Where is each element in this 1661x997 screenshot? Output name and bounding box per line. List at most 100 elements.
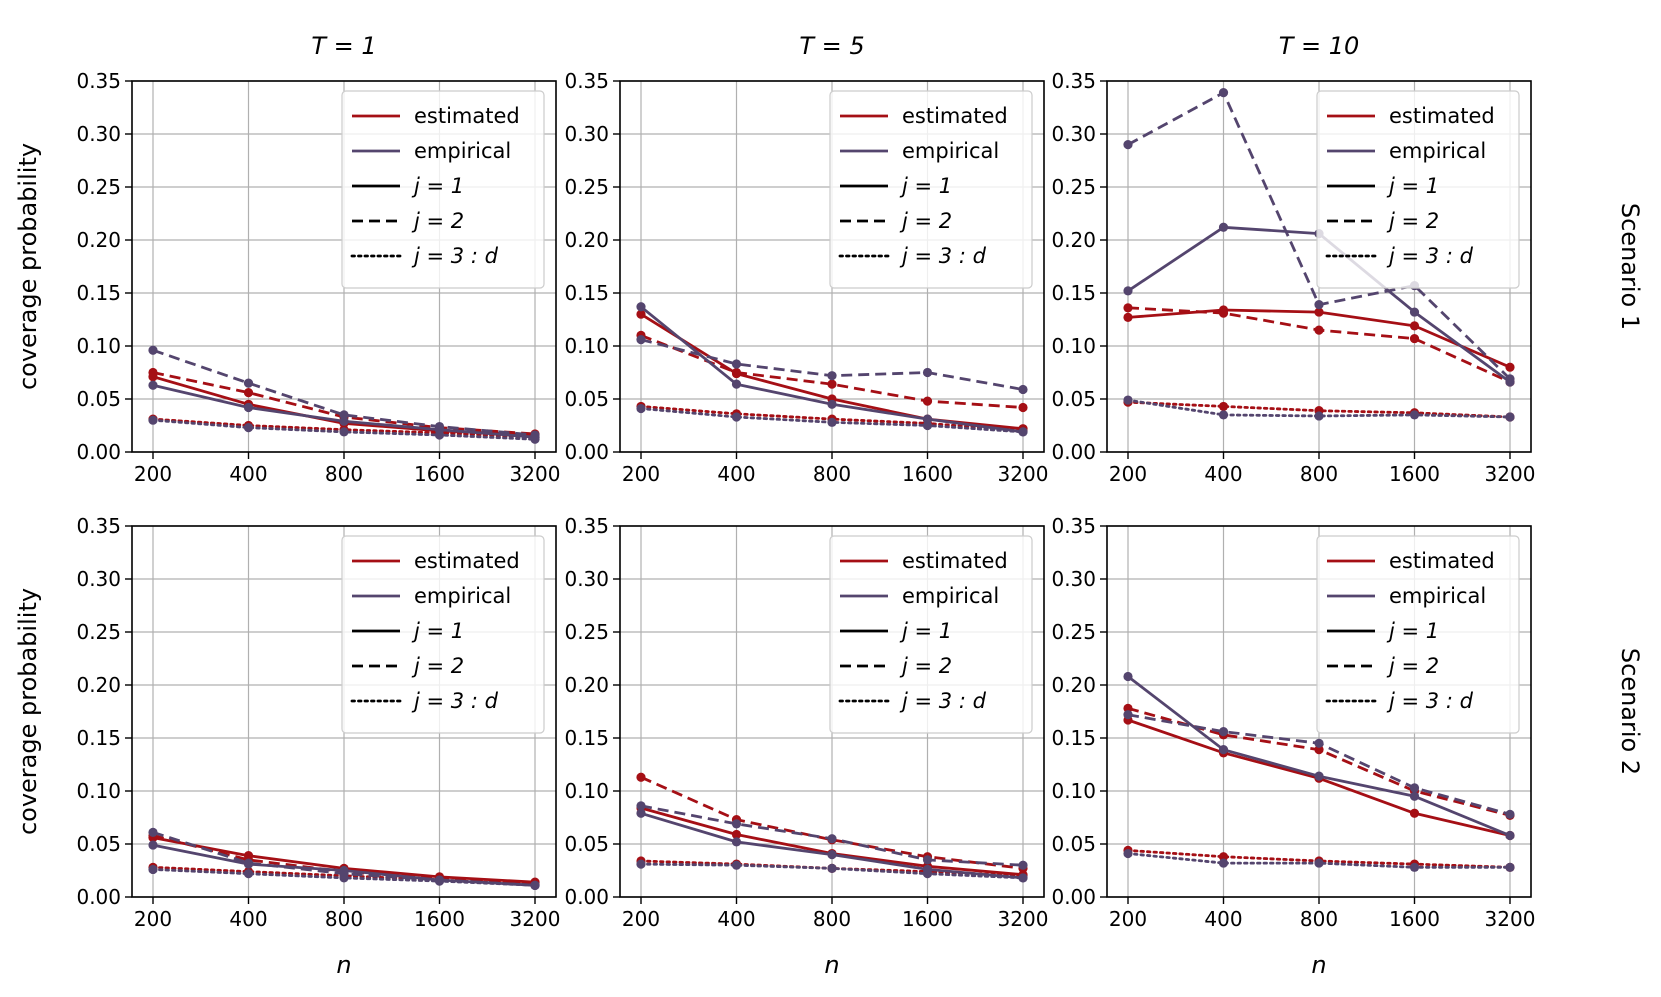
panel-5: 0.00 0.05 0.10 0.15 0.20 0.25 0.30 0.35 200 400 80… [564,514,1048,979]
data-point [1018,861,1027,870]
y-tick-label: 0.20 [564,228,609,252]
data-point [1219,410,1228,419]
legend-label: j = 1 [1386,619,1439,643]
data-point [148,840,157,849]
data-point [530,435,539,444]
data-point [636,404,645,413]
y-tick-label: 0.30 [564,567,609,591]
data-point [1123,140,1132,149]
data-point [827,864,836,873]
data-point [732,368,741,377]
legend-label: empirical [1389,139,1486,163]
legend: estimated empirical j = 1 j = 2 j = 3 : d [342,536,544,733]
data-point [1314,739,1323,748]
data-point [244,858,253,867]
panel-6: 0.000.050.100.150.200.250.300.35200 400 80… [1051,514,1535,979]
y-tick-label: 0.15 [76,281,121,305]
x-tick-label: 3200 [510,462,561,486]
legend-label: j = 2 [411,654,464,678]
data-point [732,819,741,828]
y-tick-label: 0.10 [564,334,609,358]
legend-label: j = 1 [899,619,952,643]
y-tick-label: 0.25 [1051,175,1096,199]
legend-label: j = 3 : d [1386,689,1474,713]
data-point [732,412,741,421]
y-tick-label: 0.05 [564,832,609,856]
x-tick-label: 800 [325,907,363,931]
figure: 0.00 0.05 0.10 0.15 0.20 0.25 0.30 0.35 200 400 80… [0,0,1661,997]
data-point [923,869,932,878]
legend-label: j = 1 [411,619,464,643]
x-tick-label: 1600 [902,907,953,931]
y-tick-label: 0.35 [76,69,121,93]
y-tick-label: 0.05 [76,387,121,411]
data-point [1123,286,1132,295]
legend-label: empirical [414,584,511,608]
x-tick-label: 3200 [998,462,1049,486]
data-point [1505,810,1514,819]
data-point [1123,710,1132,719]
y-tick-label: 0.05 [1051,832,1096,856]
x-tick-label: 400 [229,907,267,931]
legend-label: j = 1 [899,174,952,198]
x-tick-label: 200 [134,462,172,486]
data-point [1018,427,1027,436]
y-tick-label: 0.10 [76,334,121,358]
y-tick-label: 0.25 [76,620,121,644]
y-tick-label: 0.00 [76,440,121,464]
x-tick-label: 800 [813,462,851,486]
y-tick-label: 0.15 [1051,281,1096,305]
y-tick-label: 0.35 [76,514,121,538]
legend-label: empirical [1389,584,1486,608]
y-tick-label: 0.10 [1051,779,1096,803]
data-point [827,850,836,859]
y-tick-label: 0.00 [1051,885,1096,909]
data-point [1410,334,1419,343]
x-tick-label: 400 [1204,462,1242,486]
data-point [636,801,645,810]
x-tick-label: 400 [717,907,755,931]
data-point [1505,363,1514,372]
x-tick-label: 3200 [510,907,561,931]
x-tick-label: 3200 [1485,907,1536,931]
legend-label: estimated [902,104,1008,128]
data-point [636,860,645,869]
data-point [732,861,741,870]
y-tick-label: 0.25 [564,620,609,644]
data-point [339,410,348,419]
x-axis-label: n [1311,951,1326,979]
data-point [1314,300,1323,309]
legend-label: estimated [1389,104,1495,128]
y-tick-label: 0.20 [1051,673,1096,697]
y-tick-label: 0.35 [564,514,609,538]
data-point [1123,395,1132,404]
y-tick-label: 0.30 [76,122,121,146]
legend-label: j = 2 [1386,209,1439,233]
data-point [148,381,157,390]
data-point [1314,772,1323,781]
legend-label: estimated [1389,549,1495,573]
data-point [244,379,253,388]
data-point [1123,672,1132,681]
y-tick-label: 0.05 [76,832,121,856]
x-tick-label: 400 [1204,907,1242,931]
y-tick-label: 0.05 [1051,387,1096,411]
data-point [435,877,444,886]
data-point [636,773,645,782]
data-point [1314,326,1323,335]
x-tick-label: 3200 [998,907,1049,931]
row-label: Scenario 2 [1616,648,1644,775]
data-point [1219,858,1228,867]
data-point [1505,863,1514,872]
y-tick-label: 0.30 [76,567,121,591]
x-tick-label: 200 [1109,907,1147,931]
panel-2: 0.00 0.05 0.10 0.15 0.20 0.25 0.30 0.35 200 400 80… [564,32,1048,486]
legend-label: j = 2 [1386,654,1439,678]
data-point [923,368,932,377]
y-tick-label: 0.30 [564,122,609,146]
data-point [1219,223,1228,232]
data-point [827,380,836,389]
data-point [1410,783,1419,792]
x-tick-label: 1600 [1389,907,1440,931]
x-tick-label: 3200 [1485,462,1536,486]
